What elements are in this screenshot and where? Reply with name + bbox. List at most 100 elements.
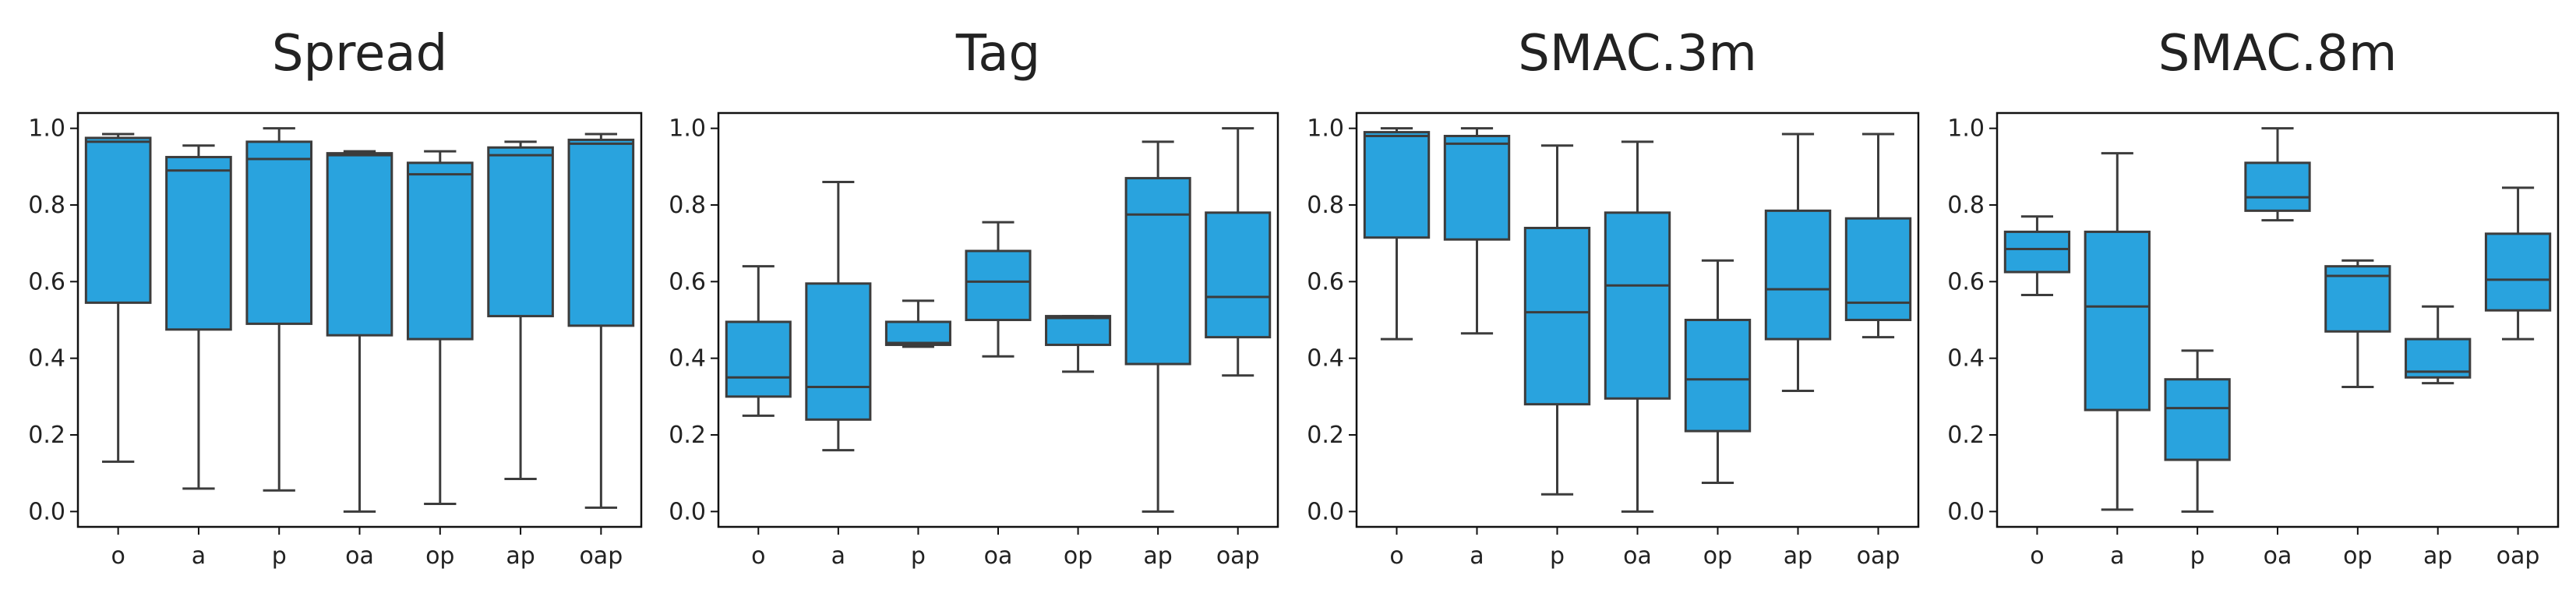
x-tick-label: oa xyxy=(1623,542,1652,570)
box-body xyxy=(2003,230,2071,274)
axes-frame xyxy=(76,111,643,528)
box-op xyxy=(1684,259,1752,484)
box-a xyxy=(805,181,872,452)
x-tick-label: op xyxy=(2343,542,2372,570)
box-body xyxy=(1124,177,1191,366)
x-tick-label: o xyxy=(111,542,125,570)
box-body xyxy=(2164,378,2231,461)
box-o xyxy=(1363,127,1431,341)
box-ap xyxy=(2405,305,2472,385)
box-body xyxy=(1045,315,1112,346)
panel-title: SMAC.8m xyxy=(2158,25,2398,83)
box-p xyxy=(2164,349,2231,513)
box-a xyxy=(2084,152,2151,511)
y-tick-label: 0.8 xyxy=(28,192,65,219)
y-tick-label: 0.6 xyxy=(28,268,65,295)
x-tick-label: oap xyxy=(579,542,623,570)
box-oap xyxy=(1205,127,1272,377)
y-tick-label: 1.0 xyxy=(1947,115,1985,143)
x-tick-label: oa xyxy=(2264,542,2292,570)
x-tick-label: o xyxy=(2030,542,2044,570)
box-oap xyxy=(2484,186,2552,341)
panel-smac-8m: SMAC.8m0.00.20.40.60.81.0o a p oa op ap oap xyxy=(1947,25,2560,570)
y-tick-label: 0.2 xyxy=(669,422,706,449)
box-a xyxy=(165,144,232,490)
x-tick-label: a xyxy=(1470,542,1484,570)
y-tick-label: 0.6 xyxy=(669,268,706,295)
box-body xyxy=(165,156,232,331)
box-body xyxy=(326,152,393,337)
box-body xyxy=(1205,211,1272,339)
panel-title: SMAC.3m xyxy=(1518,25,1757,83)
box-op xyxy=(406,150,474,505)
y-tick-label: 0.2 xyxy=(1307,422,1344,449)
box-body xyxy=(884,320,951,346)
box-oa xyxy=(1604,140,1671,513)
y-tick-label: 0.4 xyxy=(1307,345,1344,373)
x-tick-label: p xyxy=(272,542,287,570)
box-body xyxy=(2324,265,2391,333)
y-tick-label: 0.8 xyxy=(1307,192,1344,219)
x-tick-label: a xyxy=(192,542,206,570)
y-tick-label: 1.0 xyxy=(669,115,706,143)
box-body xyxy=(1443,135,1511,241)
box-oap xyxy=(1844,132,1912,339)
y-tick-label: 0.4 xyxy=(1947,345,1985,373)
y-tick-label: 0.0 xyxy=(28,498,65,525)
x-tick-label: oa xyxy=(984,542,1013,570)
x-tick-label: a xyxy=(2110,542,2124,570)
box-body xyxy=(1604,211,1671,400)
box-o xyxy=(84,132,152,463)
x-tick-label: oap xyxy=(1857,542,1900,570)
axes-frame xyxy=(1996,111,2560,528)
y-tick-label: 0.0 xyxy=(1947,498,1985,525)
x-tick-label: op xyxy=(1064,542,1092,570)
x-tick-label: oap xyxy=(1216,542,1260,570)
x-tick-label: ap xyxy=(2423,542,2452,570)
box-body xyxy=(725,320,792,398)
x-tick-label: o xyxy=(751,542,765,570)
box-body xyxy=(1764,209,1832,341)
box-body xyxy=(1363,131,1431,239)
box-oa xyxy=(326,150,393,513)
axes-frame xyxy=(1355,111,1920,528)
y-tick-label: 0.0 xyxy=(1307,498,1344,525)
x-tick-label: ap xyxy=(1143,542,1172,570)
box-oa xyxy=(2244,127,2311,222)
x-tick-label: p xyxy=(2190,542,2205,570)
y-tick-label: 0.8 xyxy=(669,192,706,219)
y-tick-label: 0.6 xyxy=(1947,268,1985,295)
box-body xyxy=(406,161,474,341)
box-body xyxy=(245,140,313,325)
box-body xyxy=(1684,319,1752,433)
box-body xyxy=(2484,232,2552,312)
box-p xyxy=(245,127,313,492)
box-body xyxy=(2244,161,2311,212)
x-tick-label: op xyxy=(425,542,454,570)
y-tick-label: 1.0 xyxy=(1307,115,1344,143)
x-tick-label: ap xyxy=(506,542,535,570)
box-ap xyxy=(1764,132,1832,392)
y-tick-label: 0.6 xyxy=(1307,268,1344,295)
y-tick-label: 1.0 xyxy=(28,115,65,143)
x-tick-label: oa xyxy=(345,542,374,570)
y-tick-label: 0.8 xyxy=(1947,192,1985,219)
box-body xyxy=(805,282,872,421)
x-tick-label: oap xyxy=(2497,542,2540,570)
box-body xyxy=(1844,217,1912,322)
y-tick-label: 0.0 xyxy=(669,498,706,525)
x-tick-label: p xyxy=(911,542,926,570)
y-tick-label: 0.2 xyxy=(28,422,65,449)
box-p xyxy=(1523,144,1591,496)
panel-smac-3m: SMAC.3m0.00.20.40.60.81.0o a p oa op ap oap xyxy=(1307,25,1920,570)
box-op xyxy=(2324,259,2391,389)
panel-title: Tag xyxy=(955,25,1040,83)
box-oa xyxy=(965,221,1032,358)
x-tick-label: ap xyxy=(1784,542,1812,570)
box-op xyxy=(1045,315,1112,373)
box-body xyxy=(965,249,1032,321)
box-body xyxy=(84,136,152,304)
